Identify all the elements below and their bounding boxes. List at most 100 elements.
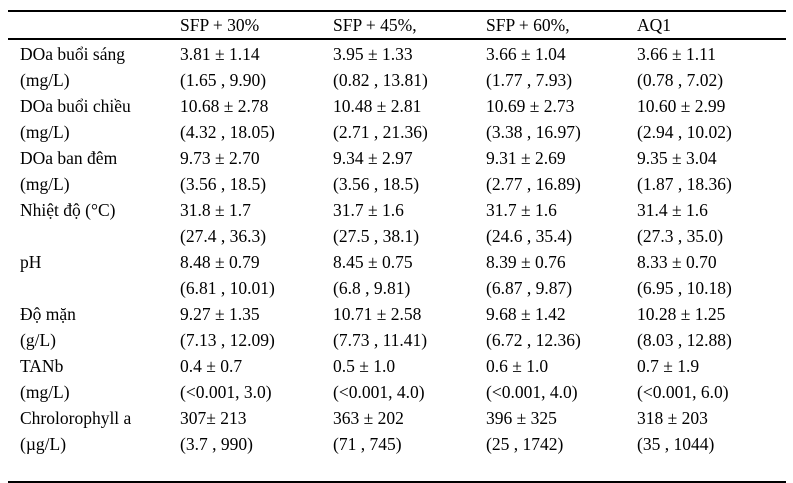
value-cell: 3.81 ± 1.14 (1.65 , 9.90) <box>180 39 333 93</box>
value-cell: 9.73 ± 2.70 (3.56 , 18.5) <box>180 145 333 197</box>
range: (35 , 1044) <box>637 434 715 454</box>
value-cell: 363 ± 202 (71 , 745) <box>333 405 486 482</box>
mean-sd: 10.69 ± 2.73 <box>486 96 575 116</box>
range: (2.94 , 10.02) <box>637 122 732 142</box>
value-cell: 396 ± 325 (25 , 1742) <box>486 405 637 482</box>
table-row-tan: TANb (mg/L) 0.4 ± 0.7 (<0.001, 3.0) 0.5 … <box>8 353 786 405</box>
range: (27.3 , 35.0) <box>637 226 724 246</box>
parameter-unit: (mg/L) <box>20 70 70 90</box>
mean-sd: 3.95 ± 1.33 <box>333 44 413 64</box>
range: (0.82 , 13.81) <box>333 70 428 90</box>
value-cell: 10.60 ± 2.99 (2.94 , 10.02) <box>637 93 786 145</box>
water-quality-table: SFP + 30% SFP + 45%, SFP + 60%, AQ1 DOa … <box>8 10 786 483</box>
range: (<0.001, 4.0) <box>486 382 578 402</box>
range: (3.56 , 18.5) <box>333 174 420 194</box>
range: (6.81 , 10.01) <box>180 278 275 298</box>
range: (3.38 , 16.97) <box>486 122 581 142</box>
table-row-temperature: Nhiệt độ (°C) 31.8 ± 1.7 (27.4 , 36.3) 3… <box>8 197 786 249</box>
range: (2.71 , 21.36) <box>333 122 428 142</box>
range: (<0.001, 6.0) <box>637 382 729 402</box>
range: (25 , 1742) <box>486 434 564 454</box>
parameter-name: DOa ban đêm <box>20 148 118 168</box>
parameter-name: pH <box>20 252 42 272</box>
range: (6.87 , 9.87) <box>486 278 573 298</box>
mean-sd: 0.5 ± 1.0 <box>333 356 396 376</box>
value-cell: 9.34 ± 2.97 (3.56 , 18.5) <box>333 145 486 197</box>
mean-sd: 9.27 ± 1.35 <box>180 304 260 324</box>
mean-sd: 0.6 ± 1.0 <box>486 356 549 376</box>
value-cell: 31.4 ± 1.6 (27.3 , 35.0) <box>637 197 786 249</box>
table-row-ph: pH 8.48 ± 0.79 (6.81 , 10.01) 8.45 ± 0.7… <box>8 249 786 301</box>
mean-sd: 318 ± 203 <box>637 408 708 428</box>
mean-sd: 396 ± 325 <box>486 408 557 428</box>
mean-sd: 3.81 ± 1.14 <box>180 44 260 64</box>
row-label: DOa buổi sáng (mg/L) <box>8 39 180 93</box>
header-cell-sfp45: SFP + 45%, <box>333 15 417 35</box>
value-cell: 31.8 ± 1.7 (27.4 , 36.3) <box>180 197 333 249</box>
range: (0.78 , 7.02) <box>637 70 724 90</box>
parameter-unit: (mg/L) <box>20 382 70 402</box>
mean-sd: 10.71 ± 2.58 <box>333 304 422 324</box>
mean-sd: 8.33 ± 0.70 <box>637 252 717 272</box>
mean-sd: 8.39 ± 0.76 <box>486 252 566 272</box>
value-cell: 318 ± 203 (35 , 1044) <box>637 405 786 482</box>
value-cell: 31.7 ± 1.6 (24.6 , 35.4) <box>486 197 637 249</box>
row-label: Chrolorophyll a (µg/L) <box>8 405 180 482</box>
value-cell: 9.31 ± 2.69 (2.77 , 16.89) <box>486 145 637 197</box>
range: (2.77 , 16.89) <box>486 174 581 194</box>
value-cell: 10.69 ± 2.73 (3.38 , 16.97) <box>486 93 637 145</box>
mean-sd: 363 ± 202 <box>333 408 404 428</box>
range: (4.32 , 18.05) <box>180 122 275 142</box>
table-row-chlorophyll: Chrolorophyll a (µg/L) 307± 213 (3.7 , 9… <box>8 405 786 482</box>
value-cell: 307± 213 (3.7 , 990) <box>180 405 333 482</box>
value-cell: 0.7 ± 1.9 (<0.001, 6.0) <box>637 353 786 405</box>
value-cell: 8.48 ± 0.79 (6.81 , 10.01) <box>180 249 333 301</box>
range: (3.56 , 18.5) <box>180 174 267 194</box>
table-row-do-night: DOa ban đêm (mg/L) 9.73 ± 2.70 (3.56 , 1… <box>8 145 786 197</box>
range: (1.87 , 18.36) <box>637 174 732 194</box>
mean-sd: 9.73 ± 2.70 <box>180 148 260 168</box>
value-cell: 10.68 ± 2.78 (4.32 , 18.05) <box>180 93 333 145</box>
range: (8.03 , 12.88) <box>637 330 732 350</box>
parameter-name: DOa buổi sáng <box>20 44 125 64</box>
parameter-unit: (mg/L) <box>20 122 70 142</box>
value-cell: 31.7 ± 1.6 (27.5 , 38.1) <box>333 197 486 249</box>
range: (6.95 , 10.18) <box>637 278 732 298</box>
value-cell: 10.48 ± 2.81 (2.71 , 21.36) <box>333 93 486 145</box>
header-cell-sfp60: SFP + 60%, <box>486 15 570 35</box>
mean-sd: 10.28 ± 1.25 <box>637 304 726 324</box>
value-cell: 8.39 ± 0.76 (6.87 , 9.87) <box>486 249 637 301</box>
table-row-do-afternoon: DOa buổi chiều (mg/L) 10.68 ± 2.78 (4.32… <box>8 93 786 145</box>
row-label: DOa buổi chiều (mg/L) <box>8 93 180 145</box>
mean-sd: 0.4 ± 0.7 <box>180 356 243 376</box>
value-cell: 0.6 ± 1.0 (<0.001, 4.0) <box>486 353 637 405</box>
row-label: DOa ban đêm (mg/L) <box>8 145 180 197</box>
value-cell: 3.66 ± 1.04 (1.77 , 7.93) <box>486 39 637 93</box>
parameter-unit: (g/L) <box>20 330 56 350</box>
row-label: Độ mặn (g/L) <box>8 301 180 353</box>
range: (1.77 , 7.93) <box>486 70 573 90</box>
header-cell-aq1: AQ1 <box>637 15 672 35</box>
range: (27.5 , 38.1) <box>333 226 420 246</box>
mean-sd: 10.60 ± 2.99 <box>637 96 726 116</box>
parameter-name: Độ mặn <box>20 304 76 324</box>
header-cell-sfp30: SFP + 30% <box>180 15 260 35</box>
value-cell: 3.95 ± 1.33 (0.82 , 13.81) <box>333 39 486 93</box>
mean-sd: 9.68 ± 1.42 <box>486 304 566 324</box>
mean-sd: 10.48 ± 2.81 <box>333 96 422 116</box>
parameter-name: Chrolorophyll a <box>20 408 132 428</box>
value-cell: 8.45 ± 0.75 (6.8 , 9.81) <box>333 249 486 301</box>
range: (<0.001, 3.0) <box>180 382 272 402</box>
header-cell-empty <box>8 11 180 39</box>
value-cell: 10.71 ± 2.58 (7.73 , 11.41) <box>333 301 486 353</box>
range: (<0.001, 4.0) <box>333 382 425 402</box>
row-label: TANb (mg/L) <box>8 353 180 405</box>
value-cell: 9.68 ± 1.42 (6.72 , 12.36) <box>486 301 637 353</box>
parameter-name: TANb <box>20 356 64 376</box>
range: (27.4 , 36.3) <box>180 226 267 246</box>
mean-sd: 31.4 ± 1.6 <box>637 200 708 220</box>
range: (3.7 , 990) <box>180 434 253 454</box>
range: (6.8 , 9.81) <box>333 278 411 298</box>
mean-sd: 10.68 ± 2.78 <box>180 96 269 116</box>
range: (71 , 745) <box>333 434 402 454</box>
